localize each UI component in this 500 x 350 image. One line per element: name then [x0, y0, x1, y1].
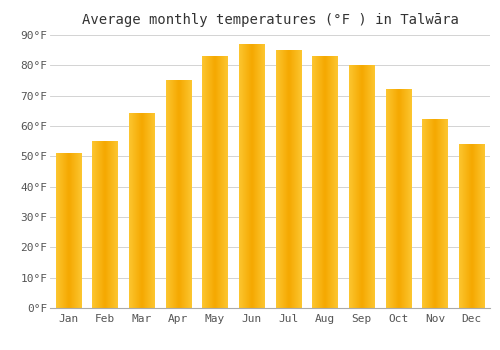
Title: Average monthly temperatures (°F ) in Talwāra: Average monthly temperatures (°F ) in Ta… — [82, 13, 458, 27]
